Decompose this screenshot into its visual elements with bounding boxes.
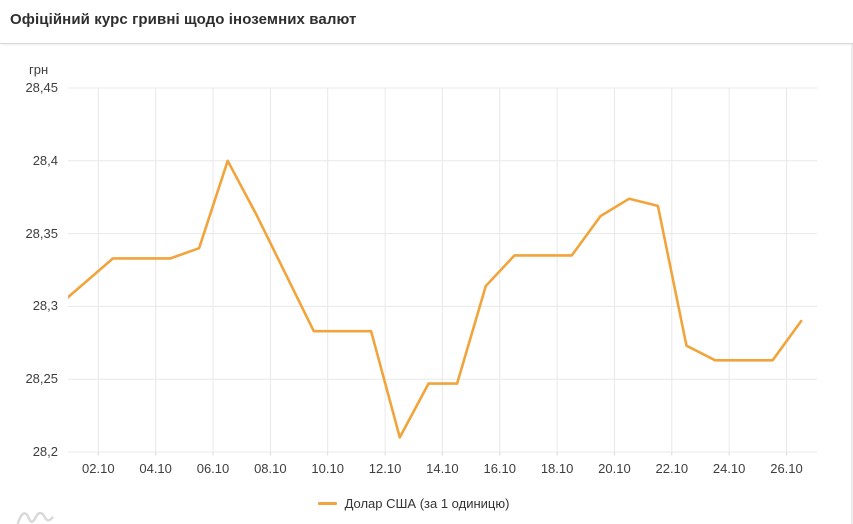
legend-line-marker-icon [317, 501, 337, 505]
legend-label: Долар США (за 1 одиницю) [344, 495, 510, 511]
x-axis-label: 06.10 [196, 461, 230, 476]
y-axis-label: 28,35 [25, 225, 58, 241]
x-axis-label: 24.10 [712, 461, 746, 476]
x-axis-label: 14.10 [426, 461, 459, 476]
x-axis-label: 12.10 [368, 461, 402, 476]
line-chart-canvas [68, 87, 817, 456]
x-axis-label: 08.10 [254, 461, 287, 476]
x-axis-label: 20.10 [598, 461, 631, 476]
x-axis-label: 26.10 [770, 461, 803, 476]
amcharts-watermark-icon[interactable] [15, 508, 59, 524]
x-axis-label: 16.10 [483, 461, 517, 476]
y-axis-label: 28,4 [32, 152, 58, 168]
chart-area: грн Долар США (за 1 одиницю) 28,45 28,4 28… [0, 45, 853, 524]
y-axis-label: 28,2 [32, 444, 58, 459]
y-axis-unit-label: грн [29, 62, 49, 77]
x-axis-label: 22.10 [655, 461, 689, 476]
y-axis-label: 28,3 [32, 298, 58, 314]
x-axis-label: 04.10 [139, 461, 172, 476]
legend-item-usd[interactable]: Долар США (за 1 одиницю) [0, 492, 853, 514]
y-axis-label: 28,45 [25, 80, 58, 95]
usd-rate-line [68, 159, 803, 439]
x-axis-label: 18.10 [540, 461, 574, 476]
x-axis-label: 10.10 [311, 461, 344, 476]
widget-header: Офіційний курс гривні щодо іноземних вал… [0, 0, 853, 44]
y-axis-label: 28,25 [25, 371, 58, 387]
page-title: Офіційний курс гривні щодо іноземних вал… [10, 11, 357, 28]
amcharts-watermark-path [16, 511, 54, 524]
x-axis-label: 02.10 [82, 461, 115, 476]
